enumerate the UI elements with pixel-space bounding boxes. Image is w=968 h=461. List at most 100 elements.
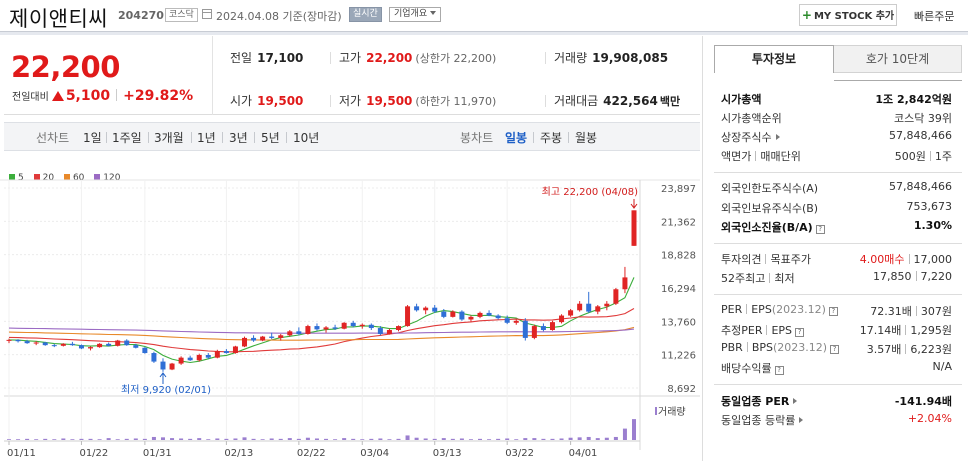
candle-body — [42, 342, 48, 346]
foreign-limit-value: 57,848,466 — [889, 180, 952, 193]
ma-legend: 5 20 60 120 — [9, 173, 127, 183]
tab-orderbook[interactable]: 호가 10단계 — [834, 45, 962, 73]
open-label: 시가 — [230, 94, 253, 108]
candle-body — [106, 343, 112, 346]
add-mystock-button[interactable]: + MY STOCK 추가 — [799, 4, 897, 26]
divider — [330, 52, 331, 64]
chart-toolbar: 선차트 1일 1주일 3개월 1년 3년 5년 10년 봉차트 일봉 주봉 월봉 — [4, 122, 700, 151]
target-price-label: 목표주가 — [770, 253, 811, 266]
candle — [377, 326, 383, 336]
candle-body — [522, 320, 528, 338]
legend-swatch — [9, 174, 15, 180]
realtime-button[interactable]: 실시간 — [349, 7, 382, 22]
trade-unit-label: 매매단위 — [760, 150, 801, 163]
divider — [905, 325, 907, 335]
period-1d[interactable]: 1일 — [83, 131, 102, 145]
pbr-label: PBR — [721, 341, 743, 354]
volume-bar — [215, 438, 220, 440]
period-10y[interactable]: 10년 — [293, 131, 320, 145]
volume-bar — [432, 438, 437, 440]
candle — [395, 325, 401, 332]
tab-invest-info[interactable]: 투자정보 — [714, 45, 834, 73]
period-1y[interactable]: 1년 — [197, 131, 216, 145]
volume-label: 거래량 — [658, 406, 686, 418]
candle — [468, 315, 474, 323]
candle — [88, 346, 94, 351]
candle-body — [395, 326, 401, 331]
candle-body — [169, 363, 175, 370]
candle-body — [386, 330, 392, 334]
volume-bar — [622, 428, 627, 440]
volume-bar — [423, 438, 428, 440]
per-label: PER — [721, 303, 743, 316]
period-3m[interactable]: 3개월 — [154, 131, 184, 145]
x-tick-label: 04/01 — [569, 448, 598, 459]
candle-body — [15, 339, 21, 342]
candle-body — [323, 327, 329, 330]
prev-close-value: 17,100 — [257, 51, 304, 65]
candle — [78, 344, 84, 350]
week52-label-wrap: 52주최고 최저 — [721, 270, 795, 286]
arrow-right-icon[interactable] — [799, 417, 804, 423]
ma-line-5 — [8, 277, 635, 364]
candle-monthly[interactable]: 월봉 — [575, 131, 598, 145]
period-1w[interactable]: 1주일 — [112, 131, 142, 145]
foreign-hold-row: 외국인보유주식수(B) 753,673 — [721, 200, 952, 217]
market-cap-rank-value: 코스닥 39위 — [894, 112, 952, 125]
foreign-hold-value: 753,673 — [906, 200, 953, 213]
candle — [169, 362, 175, 371]
help-icon[interactable]: ? — [830, 345, 840, 354]
arrow-right-icon[interactable] — [793, 398, 798, 404]
volume-bar — [604, 437, 609, 440]
ma-line-120 — [8, 327, 635, 334]
candle-body — [269, 336, 275, 338]
candle-body — [359, 324, 365, 327]
volume-bar — [34, 439, 39, 440]
stock-chart[interactable]: 8,692 11,226 13,760 16,294 18,828 21,362 23,89… — [0, 160, 700, 461]
candle-body — [187, 357, 193, 361]
volume-bar — [314, 438, 319, 440]
face-value-label-wrap: 액면가 매매단위 — [721, 148, 801, 164]
period-5y[interactable]: 5년 — [261, 131, 280, 145]
period-3y[interactable]: 3년 — [229, 131, 248, 145]
legend-item: 120 — [94, 173, 120, 183]
x-tick-label: 01/11 — [7, 448, 36, 459]
min-arrow-head — [159, 372, 167, 378]
per-eps-row: PER EPS(2023.12)? 72.31배 307원 — [721, 303, 952, 320]
help-icon[interactable]: ? — [774, 366, 784, 375]
volume-bar — [613, 436, 618, 440]
max-arrow-head — [630, 203, 638, 209]
divider — [766, 325, 768, 335]
tab-underline — [834, 80, 962, 81]
help-icon[interactable]: ? — [795, 328, 805, 337]
candle — [69, 341, 75, 346]
candle — [305, 324, 311, 335]
y-tick-label: 18,828 — [661, 251, 696, 262]
volume-legend-swatch — [655, 407, 657, 415]
candle — [24, 339, 30, 344]
candle — [441, 308, 447, 319]
volume: 거래량 19,908,085 — [545, 49, 668, 66]
candle-daily[interactable]: 일봉 — [505, 131, 528, 145]
legend-swatch — [94, 174, 101, 180]
change-label: 전일대비 — [12, 92, 49, 103]
candle — [60, 343, 66, 347]
arrow-right-icon[interactable] — [775, 134, 780, 140]
candle — [350, 320, 356, 328]
candle-body — [504, 318, 510, 323]
opinion-row: 투자의견 목표주가 4.00매수 17,000 — [721, 251, 952, 268]
candle-body — [549, 322, 555, 331]
corp-overview-dropdown[interactable]: 기업개요 — [389, 7, 442, 22]
quick-order-link[interactable]: 빠른주문 — [914, 10, 955, 23]
help-icon[interactable]: ? — [815, 225, 825, 234]
candle-body — [622, 277, 628, 290]
volume-bar — [568, 437, 573, 440]
candle — [133, 343, 139, 349]
face-value: 500원 — [894, 150, 926, 163]
divider — [148, 132, 149, 143]
eps-year: (2023.12) — [771, 303, 826, 316]
candle — [341, 322, 347, 330]
candle-weekly[interactable]: 주봉 — [540, 131, 563, 145]
help-icon[interactable]: ? — [828, 307, 838, 316]
volume-bar — [79, 438, 84, 440]
